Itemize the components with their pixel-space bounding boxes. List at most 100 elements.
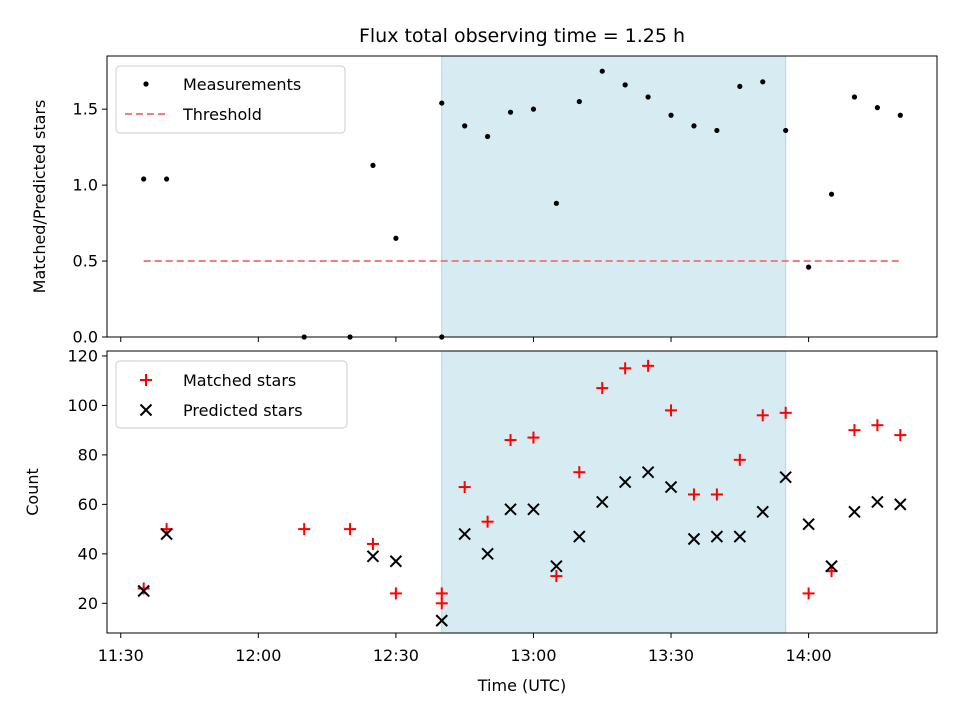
measurement-point	[462, 123, 468, 129]
measurement-point	[645, 94, 651, 100]
predicted-star-point	[733, 530, 747, 543]
matched-star-point	[435, 597, 448, 610]
cross-stroke	[366, 550, 380, 563]
cross-stroke	[137, 584, 150, 598]
matched-star-point	[779, 406, 792, 419]
count-y-tick-label: 120	[67, 346, 98, 365]
matched-star-point	[710, 488, 723, 501]
count-panel: 20 40 60 80 100 120 11:30 12:00 12:30 13:00 13:30…	[23, 346, 938, 695]
predicted-legend-cross	[139, 403, 153, 417]
measurement-point	[485, 133, 491, 140]
time-x-tick-label: 11:30	[98, 646, 144, 665]
ratio-panel: 0.0 0.5 1.0 1.5 Matched/Predicted stars Mea…	[30, 55, 938, 347]
matched-legend-plus	[140, 374, 152, 386]
cross-stroke	[802, 517, 815, 531]
measurement-point	[874, 105, 880, 111]
threshold-legend-label: Threshold	[182, 105, 262, 124]
predicted-star-point	[687, 532, 701, 546]
measurement-point	[783, 127, 789, 134]
ratio-y-tick-label: 0.5	[73, 252, 98, 271]
cross-stroke	[871, 495, 884, 509]
matched-star-point	[366, 537, 379, 550]
measurement-point	[691, 123, 697, 129]
matched-star-point	[848, 424, 861, 437]
time-x-tick-label: 14:00	[786, 646, 832, 665]
predicted-star-point	[458, 527, 471, 541]
cross-stroke	[527, 503, 540, 516]
matched-star-point	[527, 431, 540, 444]
matched-star-point	[642, 359, 655, 372]
matched-star-point	[481, 515, 494, 528]
matched-star-point	[389, 587, 402, 600]
cross-stroke	[389, 555, 403, 568]
cross-stroke	[641, 466, 655, 479]
matched-legend-label: Matched stars	[183, 371, 296, 390]
predicted-star-point	[435, 614, 448, 627]
measurement-point	[806, 264, 812, 270]
chart-title: Flux total observing time = 1.25 h	[359, 25, 685, 47]
matched-star-point	[871, 419, 884, 432]
measurement-point	[439, 100, 445, 106]
matched-star-point	[573, 466, 586, 479]
measurements-legend-label: Measurements	[183, 75, 301, 94]
predicted-star-point	[573, 530, 586, 543]
measurement-point	[828, 191, 835, 197]
measurement-point	[897, 112, 903, 118]
time-x-tick-label: 13:30	[648, 646, 694, 665]
predicted-star-point	[618, 475, 632, 489]
matched-star-point	[894, 429, 907, 442]
predicted-star-point	[550, 560, 563, 573]
predicted-star-point	[641, 466, 655, 479]
matched-star-point	[504, 434, 517, 447]
measurement-point	[599, 68, 605, 74]
predicted-star-point	[366, 550, 380, 563]
predicted-legend-label: Predicted stars	[183, 401, 303, 420]
cross-stroke	[733, 530, 747, 543]
predicted-star-point	[137, 584, 150, 598]
cross-stroke	[710, 530, 724, 543]
predicted-legend-marker	[139, 403, 153, 417]
matched-star-point	[619, 362, 632, 375]
predicted-star-point	[504, 503, 517, 516]
time-x-tick-label: 12:00	[235, 646, 281, 665]
cross-stroke	[481, 547, 494, 561]
matched-star-point	[802, 587, 815, 600]
count-legend: Matched stars Predicted stars	[115, 360, 348, 429]
ratio-legend-box	[115, 65, 346, 134]
ratio-y-tick-label: 1.5	[73, 100, 98, 119]
measurement-point	[622, 82, 628, 88]
predicted-star-point	[160, 527, 173, 541]
cross-stroke	[779, 470, 792, 484]
ratio-y-axis-label: Matched/Predicted stars	[30, 100, 49, 294]
count-y-axis-label: Count	[23, 468, 42, 516]
cross-stroke	[435, 614, 448, 627]
ratio-legend: Measurements Threshold	[115, 65, 346, 134]
matched-star-point	[137, 582, 150, 595]
measurement-point	[760, 79, 766, 85]
matched-stars-points	[137, 359, 907, 610]
measurement-point	[141, 176, 147, 182]
predicted-star-point	[802, 517, 815, 531]
matched-star-point	[687, 488, 700, 501]
predicted-stars-points	[137, 466, 907, 627]
cross-stroke	[573, 530, 586, 543]
predicted-star-point	[848, 505, 861, 518]
count-panel-frame	[106, 350, 938, 634]
cross-stroke	[687, 532, 701, 546]
predicted-star-point	[871, 495, 884, 509]
predicted-star-point	[664, 480, 678, 494]
time-x-axis-label: Time (UTC)	[477, 676, 566, 695]
time-x-tick-label: 12:30	[373, 646, 419, 665]
count-y-tick-label: 80	[78, 445, 98, 464]
cross-stroke	[504, 503, 517, 516]
predicted-star-point	[527, 503, 540, 516]
cross-stroke	[664, 480, 678, 494]
cross-stroke	[848, 505, 861, 518]
cross-stroke	[139, 403, 153, 417]
cross-stroke	[618, 475, 632, 489]
measurement-point	[393, 235, 399, 241]
cross-stroke	[160, 527, 173, 541]
observing-window-highlight	[441, 350, 787, 634]
matched-star-point	[665, 404, 678, 417]
